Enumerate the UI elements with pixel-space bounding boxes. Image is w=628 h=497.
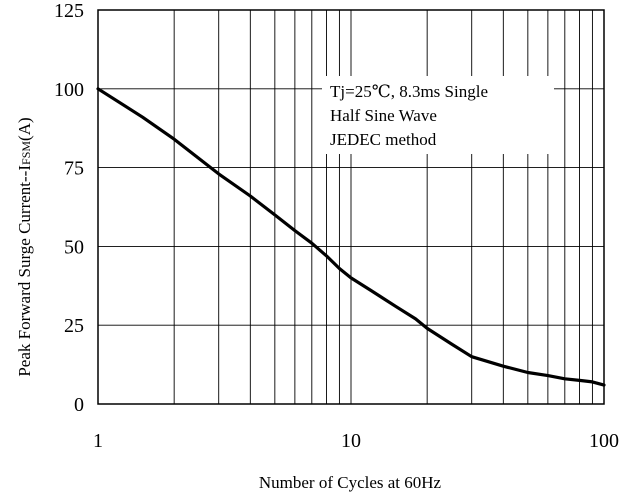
annotation-line-3: JEDEC method xyxy=(330,130,437,149)
y-tick-label: 50 xyxy=(64,236,84,258)
y-axis-title: Peak Forward Surge Current--IFSM(A) xyxy=(15,117,34,376)
y-tick-label: 75 xyxy=(64,158,84,180)
y-tick-label: 25 xyxy=(64,315,84,337)
annotation-line-1: Tj=25℃, 8.3ms Single xyxy=(330,82,488,101)
x-tick-label: 1 xyxy=(93,430,103,452)
x-axis-title: Number of Cycles at 60Hz xyxy=(259,473,442,492)
surge-curve-line xyxy=(96,87,606,387)
plot-frame xyxy=(97,9,605,405)
x-tick-label: 10 xyxy=(341,430,361,452)
grid xyxy=(98,10,605,404)
y-tick-label: 0 xyxy=(74,394,84,416)
y-axis-title-unit: (A) xyxy=(15,117,34,141)
y-axis-title-main: Peak Forward Surge Current--I xyxy=(15,165,34,377)
series-layer xyxy=(96,87,606,387)
annotation-line-2: Half Sine Wave xyxy=(330,106,437,125)
y-tick-labels: 0 25 50 75 100 125 xyxy=(54,0,84,416)
y-axis-title-subscript: FSM xyxy=(19,141,33,165)
x-tick-labels: 1 10 100 xyxy=(93,430,619,452)
y-tick-label: 125 xyxy=(54,0,84,22)
y-tick-label: 100 xyxy=(54,79,84,101)
annotation-box xyxy=(322,76,554,154)
x-tick-label: 100 xyxy=(589,430,619,452)
